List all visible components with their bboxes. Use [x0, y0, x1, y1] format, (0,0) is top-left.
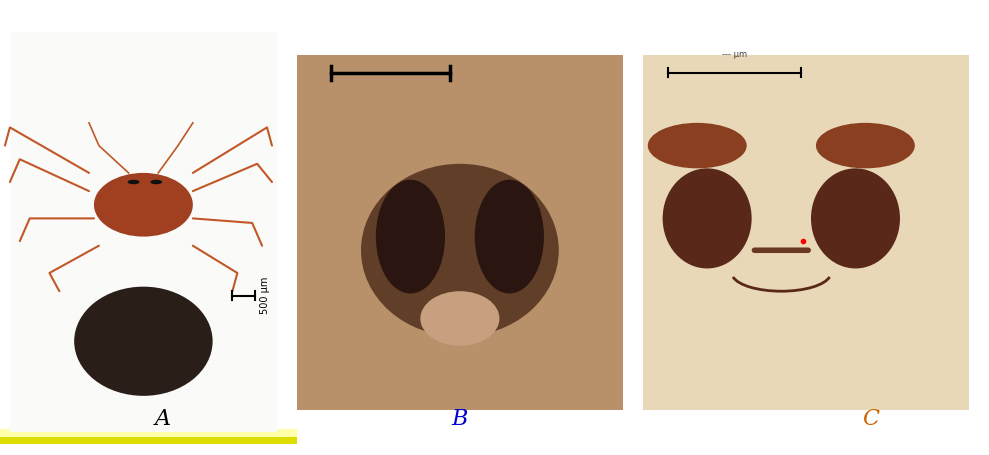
- Ellipse shape: [361, 164, 559, 337]
- Bar: [0, 429, 297, 437]
- Text: C: C: [861, 408, 879, 430]
- Ellipse shape: [475, 180, 544, 293]
- Text: A: A: [155, 408, 171, 430]
- Bar: [297, 55, 623, 410]
- Ellipse shape: [74, 287, 213, 396]
- Bar: [643, 55, 969, 410]
- Ellipse shape: [811, 168, 900, 268]
- Text: B: B: [452, 408, 468, 430]
- Ellipse shape: [648, 123, 747, 168]
- Ellipse shape: [376, 180, 445, 293]
- Bar: [10, 32, 277, 432]
- Text: --- µm: --- µm: [722, 50, 747, 59]
- Ellipse shape: [663, 168, 752, 268]
- Ellipse shape: [150, 180, 162, 184]
- Text: 500 μm: 500 μm: [260, 277, 270, 314]
- Ellipse shape: [94, 173, 193, 237]
- Ellipse shape: [816, 123, 915, 168]
- Bar: [0, 437, 297, 444]
- Ellipse shape: [420, 291, 499, 346]
- Ellipse shape: [128, 180, 139, 184]
